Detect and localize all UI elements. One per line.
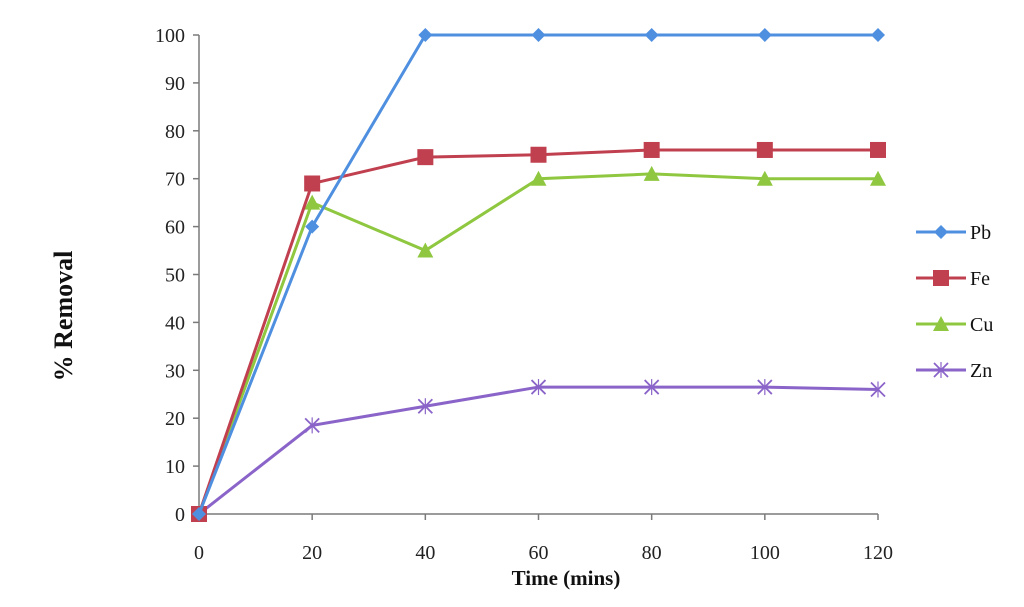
data-point-fe — [870, 141, 886, 158]
legend-swatch-marker — [933, 316, 949, 331]
data-point-cu — [530, 170, 547, 186]
x-tick-label: 20 — [302, 542, 322, 564]
x-axis-title: Time (mins) — [512, 566, 621, 590]
series-pb — [192, 28, 885, 521]
data-point-pb — [418, 28, 433, 42]
data-point-fe — [530, 146, 547, 163]
data-point-zn — [870, 381, 886, 398]
legend-swatch-marker — [934, 225, 948, 239]
data-point-pb — [531, 28, 546, 42]
legend-label: Pb — [970, 222, 991, 244]
legend-item-zn: Zn — [916, 360, 992, 382]
y-tick-label: 60 — [165, 217, 185, 239]
y-tick-label: 90 — [165, 73, 185, 95]
y-tick-label: 10 — [165, 456, 185, 478]
data-point-pb — [192, 507, 206, 521]
data-point-pb — [305, 219, 320, 234]
legend-label: Zn — [970, 360, 992, 382]
x-tick-label: 0 — [194, 542, 204, 564]
x-tick-label: 120 — [863, 542, 893, 564]
series-line-zn — [198, 385, 879, 516]
y-ticks: 0 10 20 30 40 50 60 70 80 90 100 — [155, 25, 199, 526]
series-fe — [191, 141, 886, 522]
data-point-zn — [757, 379, 773, 396]
legend-item-pb: Pb — [916, 222, 991, 244]
data-point-zn — [304, 417, 320, 434]
legend: Pb Fe Cu Zn — [916, 222, 993, 382]
legend-swatch-marker — [933, 270, 949, 286]
y-tick-label: 0 — [175, 504, 185, 526]
data-point-cu — [756, 170, 773, 186]
x-tick-label: 40 — [415, 542, 435, 564]
y-tick-label: 40 — [165, 312, 185, 334]
data-point-pb — [757, 28, 772, 42]
data-point-fe — [643, 141, 660, 158]
x-tick-label: 100 — [750, 542, 780, 564]
legend-label: Cu — [970, 314, 993, 336]
y-tick-label: 20 — [165, 408, 185, 430]
data-point-cu — [643, 165, 660, 181]
x-ticks: 0 20 40 60 80 100 120 — [194, 514, 893, 564]
y-tick-label: 30 — [165, 360, 185, 382]
series-line-fe — [197, 148, 878, 515]
data-point-fe — [417, 149, 434, 166]
legend-swatch-marker — [933, 362, 949, 378]
series-cu — [191, 165, 886, 521]
series-layer — [191, 28, 886, 522]
data-point-cu — [870, 170, 886, 186]
legend-item-fe: Fe — [916, 268, 990, 290]
legend-label: Fe — [970, 268, 990, 290]
data-point-cu — [304, 194, 321, 210]
series-line-cu — [197, 172, 878, 515]
y-tick-label: 70 — [165, 169, 185, 191]
data-point-fe — [304, 175, 321, 192]
x-tick-label: 80 — [642, 542, 662, 564]
y-tick-label: 100 — [155, 25, 185, 47]
legend-item-cu: Cu — [916, 314, 993, 336]
series-line-pb — [197, 33, 878, 515]
data-point-pb — [871, 28, 885, 42]
y-axis-title: % Removal — [49, 251, 78, 382]
y-tick-label: 50 — [165, 265, 185, 287]
axes — [198, 35, 878, 515]
data-point-pb — [644, 28, 659, 42]
data-point-zn — [530, 379, 547, 396]
data-point-zn — [644, 379, 660, 396]
series-zn — [191, 379, 886, 522]
y-tick-label: 80 — [165, 121, 185, 143]
data-point-cu — [417, 242, 434, 258]
x-tick-label: 60 — [529, 542, 549, 564]
data-point-fe — [756, 141, 773, 158]
data-point-zn — [417, 398, 433, 415]
